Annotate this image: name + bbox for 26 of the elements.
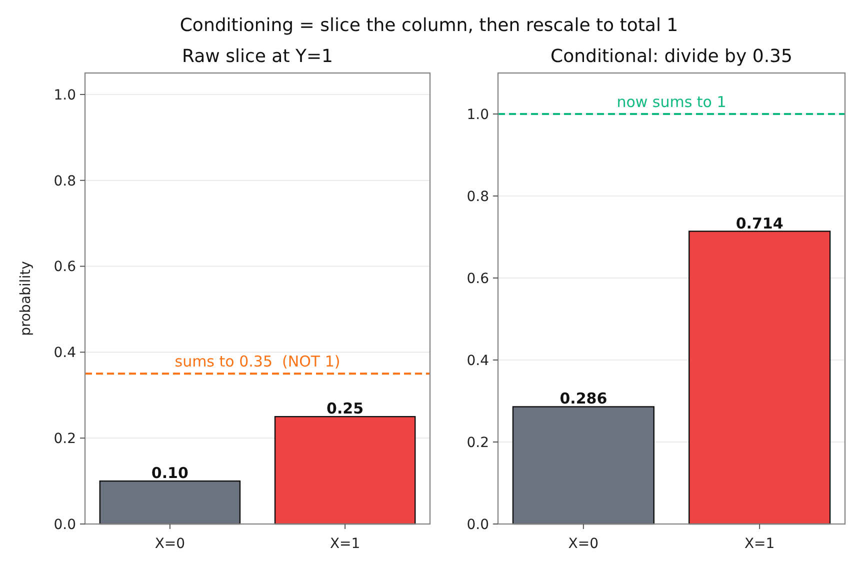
x-tick-label: X=0: [154, 536, 186, 552]
y-tick-label: 0.2: [466, 434, 489, 451]
data-label: 0.286: [560, 390, 608, 408]
ref-line-label: now sums to 1: [616, 93, 726, 111]
data-label: 0.25: [326, 400, 364, 418]
data-label: 0.10: [151, 464, 188, 482]
y-tick-label: 0.0: [54, 516, 76, 533]
x-tick-label: X=1: [330, 536, 360, 552]
chart-subtitle: Raw slice at Y=1: [182, 46, 333, 67]
y-tick-label: 1.0: [54, 87, 76, 104]
chart-title: Conditioning = slice the column, then rescale to total 1: [180, 15, 678, 36]
y-tick-label: 0.8: [54, 173, 76, 190]
x-tick-label: X=0: [568, 536, 599, 552]
y-tick-label: 0.0: [466, 516, 489, 533]
y-tick-label: 0.6: [466, 270, 490, 287]
y-tick-label: 1.0: [466, 106, 489, 123]
y-tick-label: 0.6: [54, 259, 76, 276]
ref-line-label: sums to 0.35 (NOT 1): [174, 352, 340, 371]
x-tick-label: X=1: [744, 536, 775, 552]
y-tick-label: 0.2: [54, 430, 76, 447]
data-label: 0.714: [736, 214, 784, 232]
y-tick-label: 0.4: [466, 352, 490, 369]
chart-title: Conditional: divide by 0.35: [550, 46, 792, 67]
y-tick-label: 0.8: [466, 188, 489, 205]
y-tick-label: 0.4: [54, 345, 76, 362]
y-axis-title: probability: [18, 261, 34, 336]
